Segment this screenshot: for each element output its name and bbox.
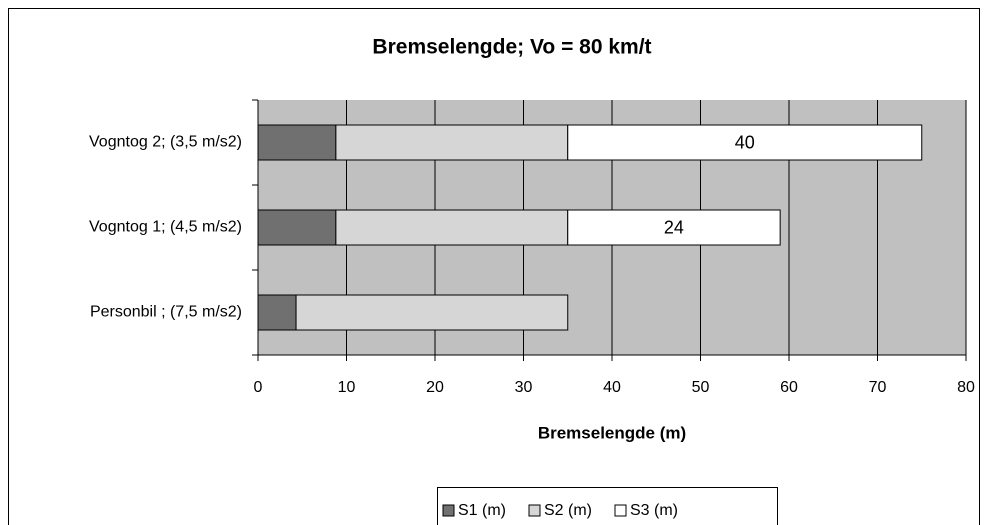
chart-title: Bremselengde; Vo = 80 km/t (372, 36, 651, 59)
x-tick-label: 60 (780, 379, 798, 396)
x-tick-label: 70 (869, 379, 887, 396)
legend-swatch (614, 504, 627, 517)
bar-segment (335, 124, 569, 161)
x-tick-label: 40 (603, 379, 621, 396)
legend-label: S1 (m) (458, 502, 506, 519)
y-tick-label: Vogntog 2; (3,5 m/s2) (89, 134, 242, 151)
y-tick-label: Vogntog 1; (4,5 m/s2) (89, 219, 242, 236)
legend-box (437, 487, 778, 525)
legend-swatch (442, 504, 455, 517)
bar-segment (257, 294, 297, 331)
bar-segment (335, 209, 569, 246)
x-tick-label: 20 (426, 379, 444, 396)
legend-label: S3 (m) (630, 502, 678, 519)
x-tick-label: 50 (692, 379, 710, 396)
bar-segment (567, 124, 923, 161)
data-label: 24 (664, 217, 684, 237)
bar-segment (257, 209, 337, 246)
x-tick-label: 10 (338, 379, 356, 396)
bar-segment (295, 294, 569, 331)
legend-swatch (528, 504, 541, 517)
y-tick-label: Personbil ; (7,5 m/s2) (90, 304, 242, 321)
x-tick-label: 0 (254, 379, 263, 396)
legend-label: S2 (m) (544, 502, 592, 519)
x-tick-label: 30 (515, 379, 533, 396)
data-label: 40 (735, 132, 755, 152)
x-axis-label: Bremselengde (m) (538, 423, 686, 442)
x-tick-label: 80 (957, 379, 975, 396)
bar-segment (257, 124, 337, 161)
bar-segment (567, 209, 781, 246)
